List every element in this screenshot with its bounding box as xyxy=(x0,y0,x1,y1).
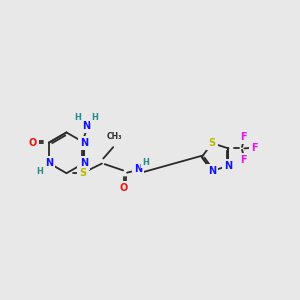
Text: O: O xyxy=(28,138,37,148)
Text: N: N xyxy=(224,161,232,171)
Text: N: N xyxy=(45,158,53,168)
Text: F: F xyxy=(240,131,247,142)
Text: F: F xyxy=(251,143,258,153)
Text: H: H xyxy=(74,113,81,122)
Text: H: H xyxy=(142,158,149,167)
Text: H: H xyxy=(36,167,43,176)
Text: F: F xyxy=(240,155,247,165)
Text: N: N xyxy=(80,158,88,168)
Text: H: H xyxy=(91,113,98,122)
Text: N: N xyxy=(208,166,216,176)
Text: S: S xyxy=(208,138,215,148)
Text: O: O xyxy=(119,183,128,193)
Text: CH₃: CH₃ xyxy=(106,132,122,141)
Text: N: N xyxy=(134,164,142,174)
Text: N: N xyxy=(80,138,88,148)
Text: S: S xyxy=(80,168,86,178)
Text: N: N xyxy=(82,121,91,131)
